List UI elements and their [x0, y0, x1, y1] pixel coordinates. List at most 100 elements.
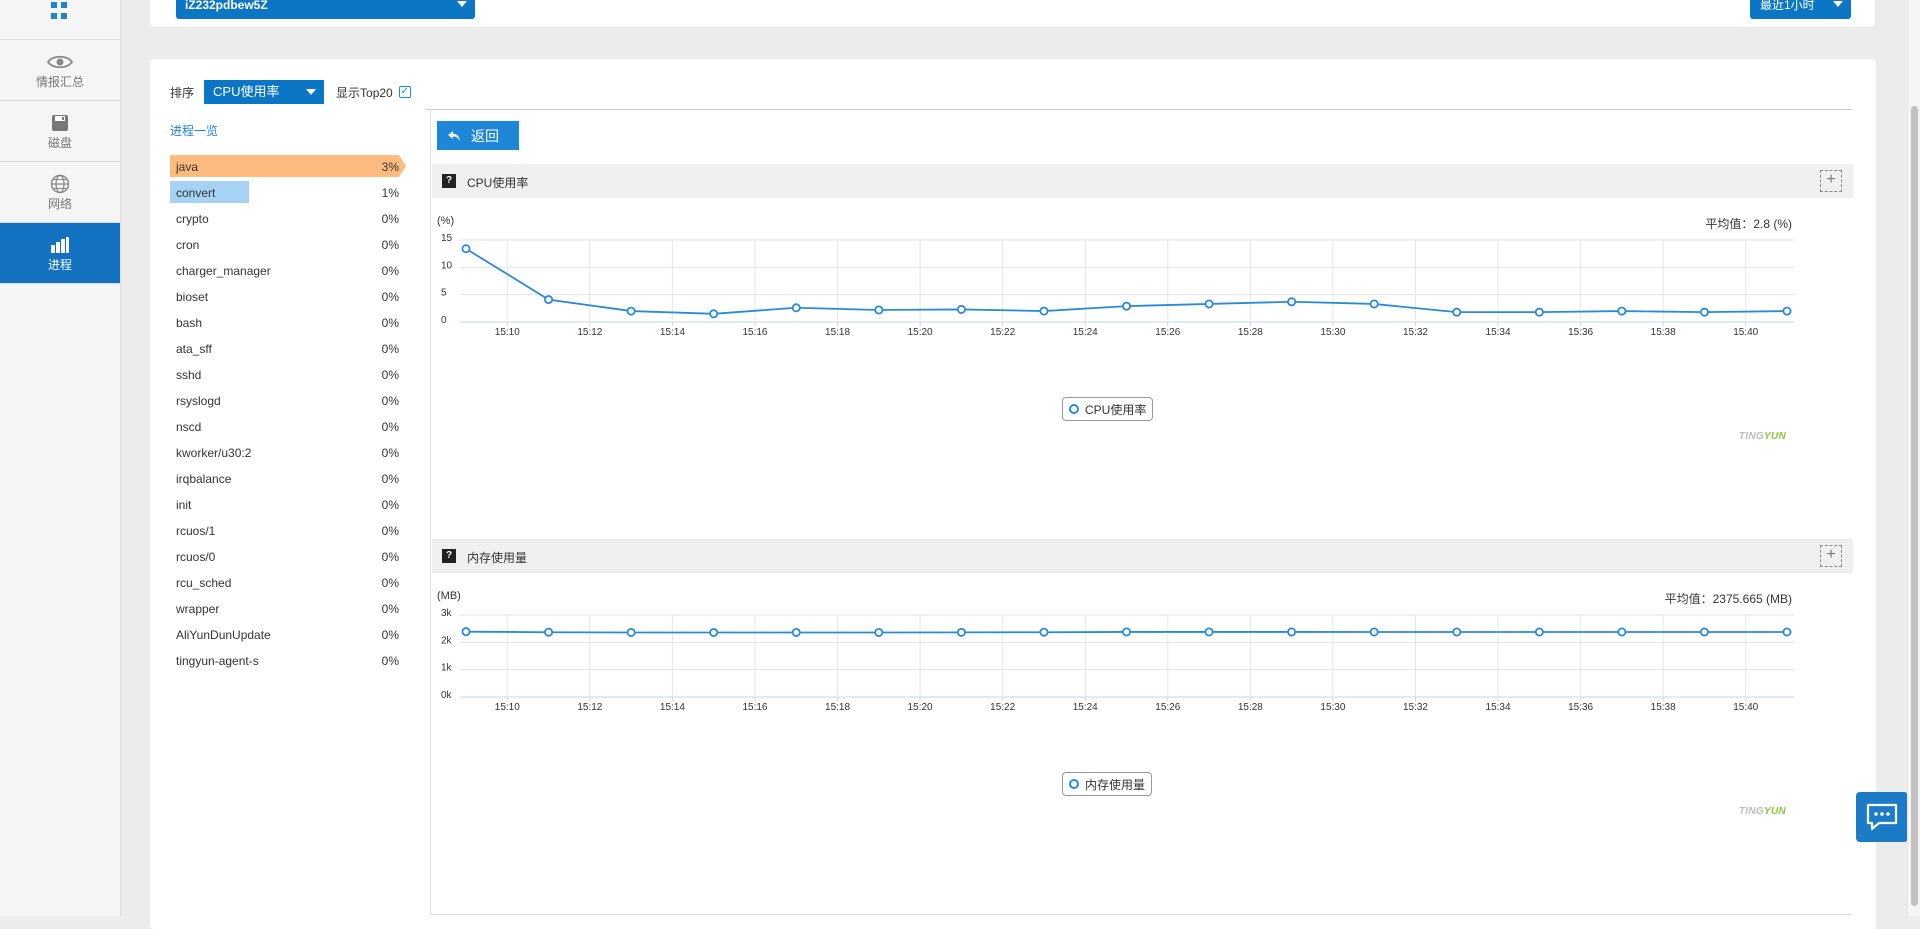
- data-point[interactable]: [874, 305, 884, 315]
- expand-icon[interactable]: +: [1820, 170, 1842, 192]
- data-point[interactable]: [1204, 627, 1214, 637]
- process-row[interactable]: convert 1%: [170, 179, 410, 205]
- data-point[interactable]: [1699, 307, 1709, 317]
- data-point[interactable]: [1617, 627, 1627, 637]
- data-point[interactable]: [1122, 301, 1132, 311]
- process-list-title: 进程一览: [170, 124, 219, 138]
- cpu-line-chart: 0 5 10 15 15:10 15:12 15:14 15:16 15:18 15:20 15:2…: [441, 233, 1794, 338]
- time-range-select[interactable]: 最近1小时: [1750, 0, 1851, 19]
- server-name: iZ232pdbew5Z: [185, 0, 268, 12]
- cpu-legend[interactable]: CPU使用率: [1062, 397, 1154, 421]
- process-percent: 0%: [381, 238, 399, 252]
- process-row[interactable]: sshd 0%: [170, 361, 410, 387]
- data-point[interactable]: [626, 306, 636, 316]
- top20-checkbox[interactable]: ✓: [398, 86, 411, 98]
- data-point[interactable]: [791, 627, 801, 637]
- process-name: java: [176, 160, 199, 174]
- data-point[interactable]: [791, 303, 801, 313]
- y-tick-label: 1k: [441, 663, 453, 674]
- process-row[interactable]: charger_manager 0%: [170, 257, 410, 283]
- data-point[interactable]: [626, 627, 636, 637]
- help-icon[interactable]: ?: [442, 549, 456, 563]
- process-row[interactable]: rcuos/1 0%: [170, 517, 410, 543]
- legend-marker-icon: [1069, 779, 1079, 789]
- data-point[interactable]: [1534, 307, 1544, 317]
- x-tick-label: 15:12: [577, 702, 602, 713]
- data-point[interactable]: [461, 627, 471, 637]
- process-row[interactable]: rcu_sched 0%: [170, 569, 410, 595]
- data-point[interactable]: [1534, 627, 1544, 637]
- data-point[interactable]: [1122, 627, 1132, 637]
- process-row[interactable]: AliYunDunUpdate 0%: [170, 621, 410, 647]
- process-row[interactable]: init 0%: [170, 491, 410, 517]
- data-point[interactable]: [1452, 627, 1462, 637]
- process-percent: 0%: [381, 472, 399, 486]
- process-row[interactable]: bash 0%: [170, 309, 410, 335]
- data-point[interactable]: [1699, 627, 1709, 637]
- data-point[interactable]: [1287, 297, 1297, 307]
- process-percent: 0%: [381, 394, 399, 408]
- process-row[interactable]: tingyun-agent-s 0%: [170, 647, 410, 673]
- process-row[interactable]: ata_sff 0%: [170, 335, 410, 361]
- sort-select[interactable]: CPU使用率: [204, 80, 325, 104]
- y-tick-label: 2k: [441, 635, 453, 646]
- data-point[interactable]: [461, 244, 471, 254]
- process-row[interactable]: bioset 0%: [170, 283, 410, 309]
- expand-icon[interactable]: +: [1820, 545, 1842, 567]
- sidebar-item-summary[interactable]: 情报汇总: [0, 40, 120, 101]
- data-point[interactable]: [544, 627, 554, 637]
- data-point[interactable]: [956, 304, 966, 314]
- process-row[interactable]: nscd 0%: [170, 413, 410, 439]
- x-tick-label: 15:38: [1651, 702, 1676, 713]
- data-point[interactable]: [709, 309, 719, 319]
- cpu-chart-header: ? CPU使用率 +: [432, 164, 1853, 198]
- app-grid-icon[interactable]: [51, 2, 69, 20]
- globe-icon: [50, 173, 70, 195]
- process-row[interactable]: rsyslogd 0%: [170, 387, 410, 413]
- back-button[interactable]: 返回: [437, 121, 519, 150]
- help-icon[interactable]: ?: [442, 174, 456, 188]
- sidebar-item-label: 网络: [47, 196, 72, 211]
- data-point[interactable]: [1782, 627, 1792, 637]
- sidebar: 情报汇总 磁盘 网络 进程: [0, 0, 121, 916]
- data-point[interactable]: [1204, 299, 1214, 309]
- data-point[interactable]: [1039, 627, 1049, 637]
- x-tick-label: 15:30: [1320, 702, 1345, 713]
- data-point[interactable]: [1452, 307, 1462, 317]
- process-row[interactable]: kworker/u30:2 0%: [170, 439, 410, 465]
- data-point[interactable]: [1369, 627, 1379, 637]
- process-name: tingyun-agent-s: [176, 654, 259, 668]
- data-point[interactable]: [1782, 306, 1792, 316]
- chat-button[interactable]: [1856, 792, 1908, 842]
- process-name: rcu_sched: [176, 576, 232, 590]
- process-row[interactable]: java 3%: [170, 153, 410, 179]
- sidebar-item-disk[interactable]: 磁盘: [0, 101, 120, 162]
- process-bar: [170, 155, 406, 177]
- process-row[interactable]: crypto 0%: [170, 205, 410, 231]
- process-row[interactable]: irqbalance 0%: [170, 465, 410, 491]
- data-point[interactable]: [1287, 627, 1297, 637]
- process-percent: 0%: [381, 550, 399, 564]
- x-tick-label: 15:24: [1073, 702, 1098, 713]
- data-point[interactable]: [544, 295, 554, 305]
- process-row[interactable]: wrapper 0%: [170, 595, 410, 621]
- data-point[interactable]: [1369, 299, 1379, 309]
- process-row[interactable]: rcuos/0 0%: [170, 543, 410, 569]
- process-name: init: [176, 498, 192, 512]
- server-select[interactable]: iZ232pdbew5Z: [176, 0, 475, 19]
- process-row[interactable]: cron 0%: [170, 231, 410, 257]
- sidebar-item-network[interactable]: 网络: [0, 162, 120, 223]
- top20-label: 显示Top20: [336, 85, 393, 100]
- process-percent: 1%: [381, 186, 399, 200]
- data-point[interactable]: [956, 627, 966, 637]
- data-point[interactable]: [874, 627, 884, 637]
- sidebar-item-process[interactable]: 进程: [0, 223, 120, 284]
- data-point[interactable]: [1617, 306, 1627, 316]
- x-tick-label: 15:34: [1486, 327, 1511, 338]
- y-tick-label: 5: [441, 288, 447, 299]
- scrollbar-thumb[interactable]: [1911, 106, 1918, 906]
- data-point[interactable]: [1039, 306, 1049, 316]
- page-scrollbar[interactable]: [1907, 0, 1920, 916]
- memory-legend[interactable]: 内存使用量: [1062, 772, 1153, 796]
- data-point[interactable]: [709, 627, 719, 637]
